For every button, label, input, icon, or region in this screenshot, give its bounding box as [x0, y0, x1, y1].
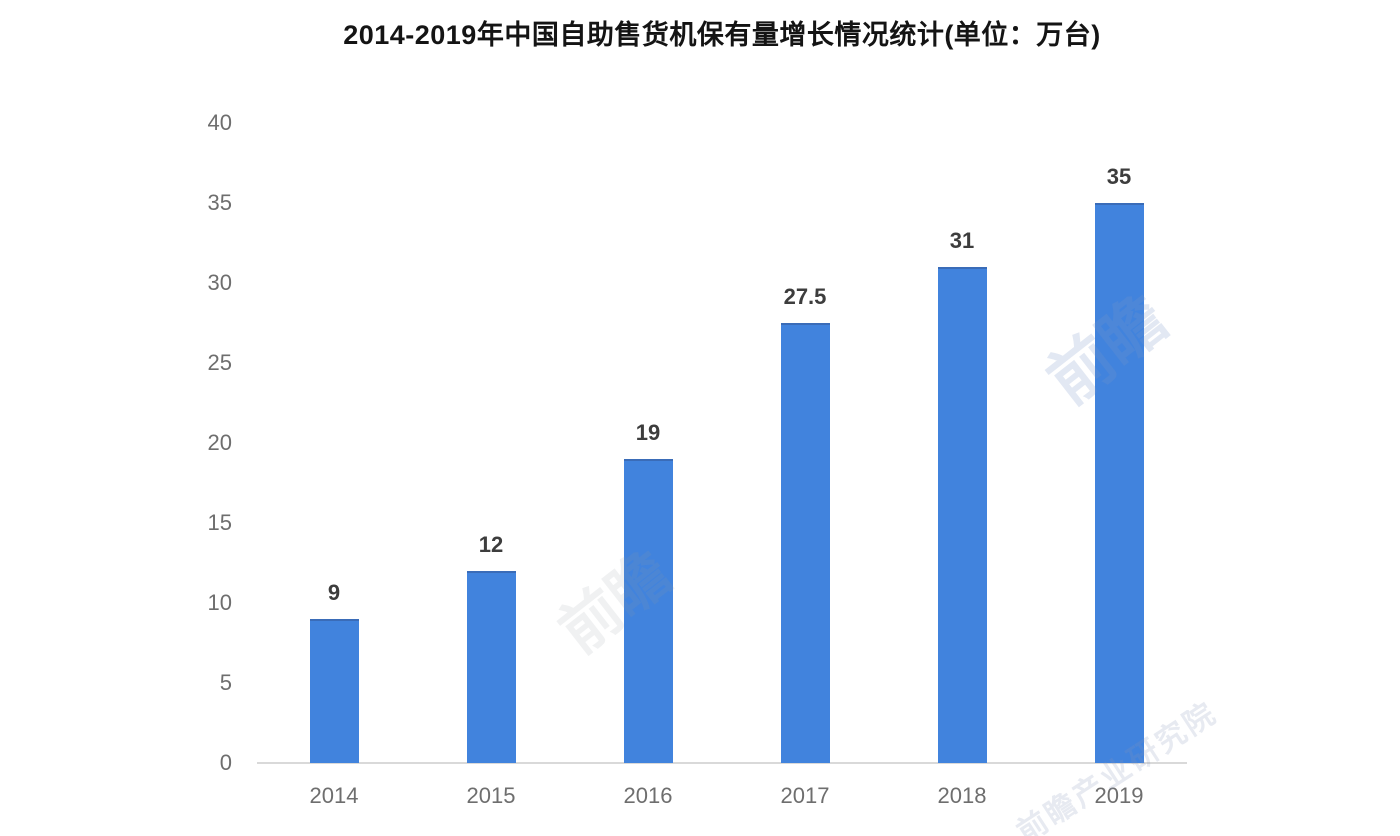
bar-value-label: 31: [949, 228, 975, 253]
bar-value-label: 12: [478, 532, 504, 557]
x-axis-tick-label: 2016: [623, 783, 673, 808]
x-axis-tick-label: 2018: [937, 783, 987, 808]
bar-2019: [1095, 203, 1144, 763]
y-axis-tick-label: 30: [207, 270, 232, 295]
x-axis-tick-label: 2019: [1094, 783, 1144, 808]
x-axis-line: [257, 762, 1187, 764]
y-axis-tick-label: 20: [207, 430, 232, 455]
bar-2018: [938, 267, 987, 763]
bar-2015: [467, 571, 516, 763]
y-axis-tick-label: 15: [207, 510, 232, 535]
x-axis-tick-label: 2015: [466, 783, 516, 808]
bar-value-label: 27.5: [783, 284, 827, 309]
y-axis-tick-label: 5: [219, 670, 232, 695]
bar-2016: [624, 459, 673, 763]
bar-value-label: 35: [1106, 164, 1132, 189]
y-axis-tick-label: 40: [207, 110, 232, 135]
x-axis-tick-label: 2014: [309, 783, 359, 808]
bar-value-label: 9: [327, 580, 341, 605]
y-axis-tick-label: 10: [207, 590, 232, 615]
y-axis-tick-label: 0: [219, 750, 232, 775]
chart-title: 2014-2019年中国自助售货机保有量增长情况统计(单位：万台): [343, 20, 1101, 50]
y-axis-tick-label: 25: [207, 350, 232, 375]
bar-value-label: 19: [635, 420, 661, 445]
y-axis-tick-label: 35: [207, 190, 232, 215]
x-axis-tick-label: 2017: [780, 783, 830, 808]
bar-2014: [310, 619, 359, 763]
bar-2017: [781, 323, 830, 763]
